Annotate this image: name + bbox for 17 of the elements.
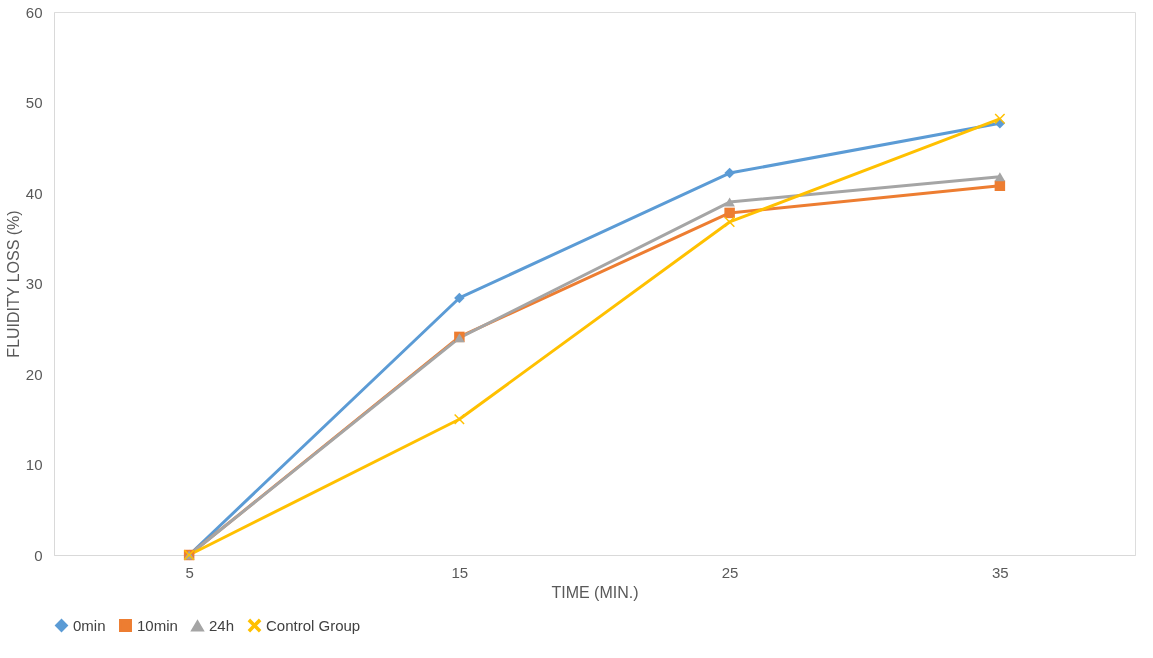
x-tick-label: 5 xyxy=(185,563,194,581)
legend-label: Control Group xyxy=(266,616,361,634)
y-tick-label: 10 xyxy=(25,456,43,473)
legend-label: 10min xyxy=(137,616,178,634)
x-tick-label: 25 xyxy=(721,563,739,581)
x-tick-label: 35 xyxy=(992,563,1009,581)
y-tick-label: 0 xyxy=(34,546,43,564)
y-axis-title: FLUIDITY LOSS (%) xyxy=(4,210,22,358)
y-tick-label: 30 xyxy=(25,275,43,292)
y-tick-label: 50 xyxy=(25,94,43,111)
y-tick-label: 60 xyxy=(25,3,43,21)
legend-label: 24h xyxy=(209,616,235,634)
y-tick-label: 40 xyxy=(25,184,43,202)
y-tick-label: 20 xyxy=(25,365,43,383)
x-axis-title: TIME (MIN.) xyxy=(551,583,639,601)
legend-label: 0min xyxy=(73,616,106,634)
x-tick-label: 15 xyxy=(451,563,469,581)
